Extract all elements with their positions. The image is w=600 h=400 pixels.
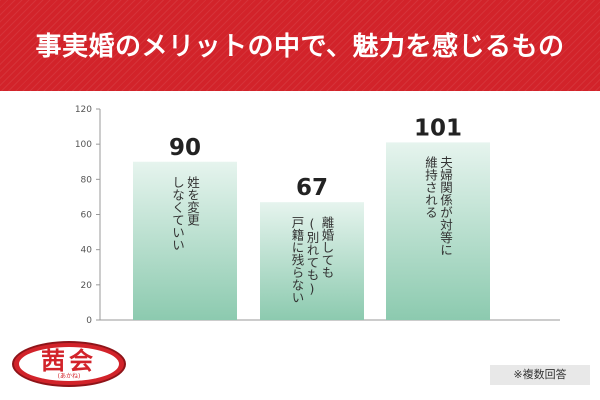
category-label: 夫婦関係が対等に 維持される [423, 156, 453, 257]
header-banner: 事実婚のメリットの中で、魅力を感じるもの [0, 0, 600, 91]
y-tick-label: 60 [81, 211, 93, 221]
bar-value-label: 90 [169, 135, 201, 161]
multiple-answer-note: ※複数回答 [490, 365, 590, 385]
logo-reading: (あかね) [57, 373, 81, 380]
logo-text: 茜会 [41, 347, 97, 375]
category-label: 離婚しても (別れても) 戸籍に残らない [289, 216, 335, 304]
bar [386, 142, 490, 320]
company-logo: 茜会 (あかね) [12, 341, 126, 387]
y-tick-label: 0 [86, 316, 92, 326]
bar [260, 202, 364, 320]
y-tick-label: 100 [75, 140, 92, 150]
bar-value-label: 67 [296, 175, 328, 201]
bar-value-label: 101 [414, 115, 462, 141]
bar [133, 161, 237, 320]
y-tick-label: 80 [81, 175, 93, 185]
y-tick-label: 120 [75, 105, 92, 115]
y-tick-label: 20 [81, 281, 93, 291]
category-label: 姓を変更 しなくていい [170, 175, 200, 251]
y-tick-label: 40 [81, 246, 93, 256]
logo-inner [19, 347, 119, 381]
chart-title: 事実婚のメリットの中で、魅力を感じるもの [35, 32, 565, 62]
